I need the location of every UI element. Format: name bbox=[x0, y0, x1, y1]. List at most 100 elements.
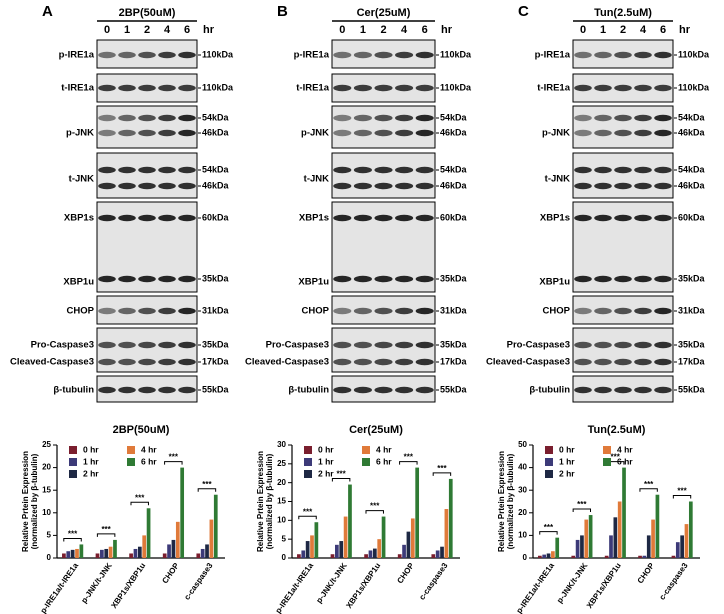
y-tick-label: 0 bbox=[47, 553, 52, 562]
legend-label: 4 hr bbox=[617, 444, 633, 454]
significance-bracket bbox=[572, 508, 592, 513]
band bbox=[353, 307, 372, 315]
y-axis-label: Relative Prtein Expression bbox=[497, 451, 506, 552]
y-tick-label: 10 bbox=[518, 531, 527, 540]
bar bbox=[675, 542, 680, 558]
marker-label: 54kDa bbox=[440, 112, 468, 122]
band bbox=[654, 182, 672, 190]
blot-label: XBP1s bbox=[64, 213, 94, 224]
y-axis-label: (normalized by β-tubulin) bbox=[30, 453, 39, 549]
bar bbox=[546, 553, 551, 558]
bar bbox=[314, 522, 319, 558]
y-axis-label: (normalized by β-tubulin) bbox=[265, 453, 274, 549]
bar bbox=[335, 544, 339, 558]
band bbox=[158, 275, 176, 283]
band bbox=[178, 214, 196, 222]
bar bbox=[62, 553, 66, 558]
bar bbox=[588, 515, 593, 558]
bar bbox=[372, 548, 377, 558]
treatment: Tun(2.5uM) bbox=[594, 7, 652, 19]
significance-bracket bbox=[672, 495, 692, 499]
blot-label: XBP1s bbox=[299, 213, 329, 224]
band bbox=[98, 51, 116, 59]
blot-label: t-JNK bbox=[304, 174, 329, 185]
x-tick-label: p-JNK/t-JNK bbox=[79, 561, 114, 605]
y-tick-label: 0 bbox=[523, 553, 528, 562]
marker-label: 110kDa bbox=[678, 82, 710, 92]
marker-label: 46kDa bbox=[678, 127, 706, 137]
blot-label: t-IRE1a bbox=[296, 83, 329, 94]
significance-label: *** bbox=[611, 453, 621, 462]
band bbox=[333, 84, 352, 92]
bar bbox=[95, 553, 100, 558]
treatment: 2BP(50uM) bbox=[119, 7, 176, 19]
band bbox=[353, 214, 372, 222]
marker-label: 35kDa bbox=[678, 273, 706, 283]
marker-label: 54kDa bbox=[440, 164, 468, 174]
band bbox=[395, 51, 414, 59]
band bbox=[574, 129, 592, 137]
band bbox=[118, 275, 136, 283]
band bbox=[138, 166, 156, 174]
band bbox=[353, 129, 372, 137]
band bbox=[415, 84, 434, 92]
band bbox=[138, 51, 156, 59]
band bbox=[353, 51, 372, 59]
y-tick-label: 20 bbox=[42, 463, 51, 472]
blot bbox=[331, 327, 436, 373]
blot-label: t-JNK bbox=[545, 174, 570, 185]
blot-label: Pro-Caspase3 bbox=[266, 340, 329, 351]
timepoint: 6 bbox=[660, 24, 666, 36]
bar bbox=[555, 537, 560, 558]
band bbox=[395, 275, 414, 283]
y-tick-label: 50 bbox=[518, 440, 527, 449]
bar bbox=[671, 555, 676, 558]
legend-label: 2 hr bbox=[83, 468, 99, 478]
bar bbox=[200, 548, 205, 558]
band bbox=[415, 114, 434, 122]
band bbox=[395, 129, 414, 137]
bar bbox=[617, 501, 622, 558]
band bbox=[614, 386, 632, 394]
significance-bracket bbox=[298, 515, 317, 520]
legend-label: 2 hr bbox=[318, 468, 334, 478]
marker-label: 54kDa bbox=[678, 112, 706, 122]
band bbox=[634, 129, 652, 137]
band bbox=[634, 214, 652, 222]
band bbox=[353, 114, 372, 122]
band bbox=[415, 386, 434, 394]
band bbox=[395, 166, 414, 174]
band bbox=[654, 166, 672, 174]
treatment: Cer(25uM) bbox=[357, 7, 411, 19]
significance-bracket bbox=[164, 461, 183, 465]
marker-label: 60kDa bbox=[440, 212, 468, 222]
band bbox=[654, 341, 672, 349]
band bbox=[374, 341, 393, 349]
timepoint: 0 bbox=[104, 24, 110, 36]
band bbox=[178, 182, 196, 190]
band bbox=[118, 358, 136, 366]
band bbox=[594, 84, 612, 92]
bar bbox=[310, 535, 314, 558]
timepoint: 1 bbox=[360, 24, 366, 36]
timepoint: 4 bbox=[401, 24, 408, 36]
legend-swatch bbox=[545, 470, 553, 478]
band bbox=[374, 84, 393, 92]
bar bbox=[444, 509, 449, 558]
significance-bracket bbox=[639, 488, 658, 492]
legend-swatch bbox=[362, 446, 370, 454]
bar bbox=[651, 519, 655, 558]
significance-bracket bbox=[331, 478, 351, 482]
bar bbox=[175, 521, 180, 558]
bar bbox=[339, 541, 344, 558]
legend-swatch bbox=[362, 458, 370, 466]
bar bbox=[609, 535, 613, 558]
bar bbox=[305, 541, 310, 558]
band bbox=[98, 166, 116, 174]
bar bbox=[108, 546, 113, 558]
band bbox=[415, 129, 434, 137]
band bbox=[574, 307, 592, 315]
timepoint: 4 bbox=[640, 24, 647, 36]
significance-label: *** bbox=[169, 453, 179, 462]
